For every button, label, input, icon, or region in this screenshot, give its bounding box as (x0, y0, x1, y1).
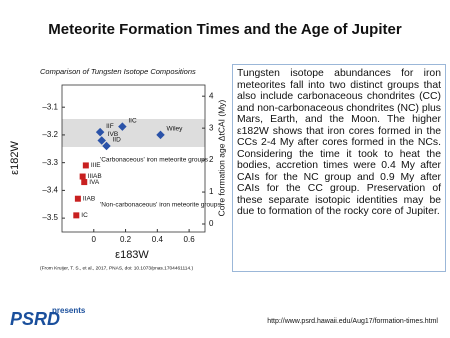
x-tick-label: 0.4 (152, 235, 164, 244)
x-tick-label: 0.2 (120, 235, 132, 244)
point-label: IIIAB (88, 173, 102, 180)
x-label: ε183W (115, 249, 149, 261)
point-label: IID (112, 137, 121, 144)
point (97, 136, 106, 145)
point (118, 122, 127, 131)
x-tick-label: 0.6 (184, 235, 196, 244)
band (62, 119, 205, 147)
legend-label: 'Carbonaceous' iron meteorite groups (100, 157, 209, 164)
y2-label: Core formation age ΔtCAI (My) (216, 99, 226, 216)
point-label: IVB (108, 131, 118, 138)
y-tick-label: –3.3 (42, 158, 58, 167)
point (102, 141, 111, 151)
y-tick-label: –3.4 (42, 186, 58, 195)
y2-tick-label: 3 (209, 123, 214, 132)
y-tick-label: –3.2 (42, 130, 58, 139)
source: (From Kruijer, T. S., et al., 2017, PNAS… (40, 265, 193, 271)
legend-label: 'Non-carbonaceous' iron meteorite groups (100, 202, 221, 209)
y-tick-label: –3.1 (42, 102, 58, 111)
plot-frame (61, 84, 206, 233)
point-label: IIAB (83, 195, 95, 202)
point (82, 162, 89, 169)
y-tick-label: –3.5 (42, 213, 58, 222)
logo-sub: presents (52, 306, 86, 315)
body-text: Tungsten isotope abundances for iron met… (232, 64, 446, 272)
point (73, 212, 80, 219)
point-label: IIIE (91, 162, 101, 169)
y2-tick-label: 2 (209, 155, 214, 164)
slide-title: Meteorite Formation Times and the Age of… (48, 21, 402, 38)
y2-tick-label: 4 (209, 91, 214, 100)
point-label: Wiley (167, 126, 184, 133)
point (74, 195, 81, 202)
point (95, 127, 105, 137)
point-label: IIF (106, 123, 114, 130)
point (81, 179, 88, 186)
chart-title: Comparison of Tungsten Isotope Compositi… (40, 67, 196, 76)
logo: PSRD (10, 309, 61, 329)
point (156, 130, 165, 140)
y2-tick-label: 1 (209, 187, 214, 196)
point-label: IIC (128, 117, 137, 124)
point-label: IVA (89, 179, 100, 186)
point (79, 173, 86, 180)
y2-tick-label: 0 (209, 219, 214, 228)
x-tick-label: 0 (92, 235, 97, 244)
point-label: IC (81, 212, 88, 219)
url: http://www.psrd.hawaii.edu/Aug17/formati… (267, 318, 438, 325)
y-label: ε182W (9, 141, 21, 175)
